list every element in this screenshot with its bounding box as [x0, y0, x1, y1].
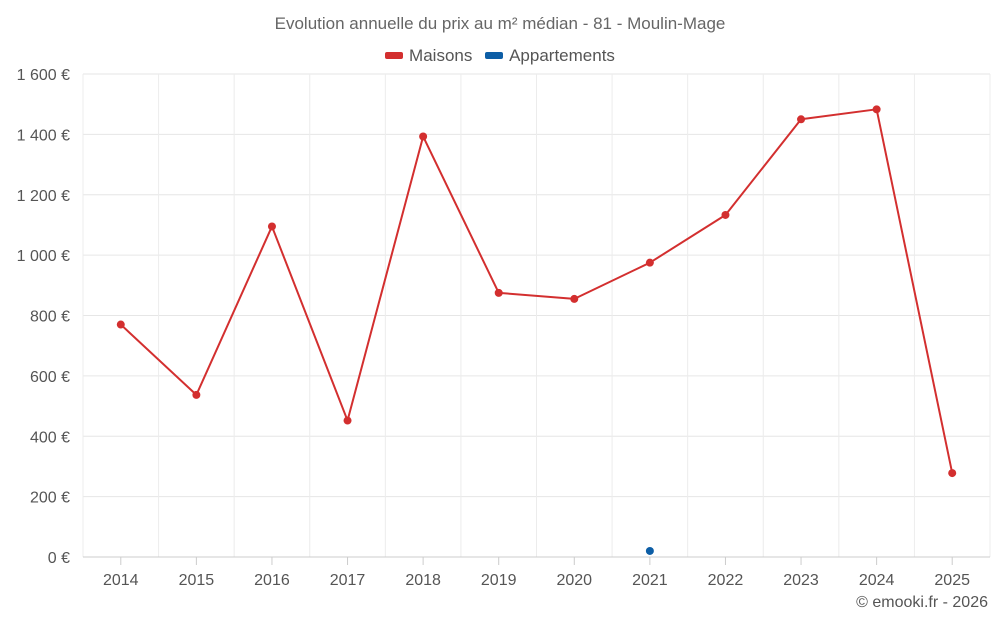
x-tick-label: 2017 [330, 572, 366, 589]
grid [82, 73, 991, 558]
data-point-maisons [570, 294, 579, 303]
data-point-maisons [419, 132, 428, 141]
x-tick-label: 2016 [254, 572, 290, 589]
x-tick-label: 2022 [708, 572, 744, 589]
data-point-maisons [645, 258, 654, 267]
x-tick-label: 2025 [934, 572, 970, 589]
y-tick-label: 1 600 € [17, 67, 70, 84]
copyright-footer: © emooki.fr - 2026 [856, 594, 988, 611]
legend-swatch-maisons [385, 52, 404, 59]
chart-title: Evolution annuelle du prix au m² médian … [274, 14, 726, 33]
x-tick-label: 2021 [632, 572, 668, 589]
series-line-maisons [120, 108, 954, 474]
y-tick-label: 1 200 € [17, 188, 70, 205]
data-point-maisons [116, 320, 125, 329]
x-tick-label: 2015 [179, 572, 215, 589]
axes: 0 € 200 € 400 € 600 € 800 € 1 000 € 1 200 € 1 4… [17, 67, 990, 589]
data-point-maisons [267, 222, 276, 231]
y-tick-label: 0 € [48, 550, 70, 567]
x-tick-label: 2023 [783, 572, 819, 589]
data-point-maisons [192, 390, 201, 399]
legend-item-maisons[interactable]: Maisons [385, 46, 472, 66]
data-point-maisons [872, 105, 881, 114]
x-tick-label: 2020 [556, 572, 592, 589]
y-tick-label: 600 € [30, 369, 70, 386]
y-tick-label: 200 € [30, 490, 70, 507]
legend-item-appartements[interactable]: Appartements [485, 46, 615, 66]
data-point-maisons [721, 210, 730, 219]
series [116, 105, 957, 555]
x-tick-label: 2019 [481, 572, 517, 589]
legend-swatch-appartements [485, 52, 504, 59]
data-point-maisons [494, 288, 503, 297]
x-tick-label: 2024 [859, 572, 895, 589]
data-point-maisons [948, 469, 957, 478]
y-tick-label: 1 400 € [17, 127, 70, 144]
y-tick-label: 400 € [30, 429, 70, 446]
data-point-appartements [645, 546, 654, 555]
data-point-maisons [343, 416, 352, 425]
x-tick-label: 2018 [405, 572, 441, 589]
legend: Maisons Appartements [0, 44, 1000, 66]
y-tick-label: 1 000 € [17, 248, 70, 265]
legend-label-maisons: Maisons [409, 45, 473, 65]
y-tick-label: 800 € [30, 309, 70, 326]
legend-label-appartements: Appartements [509, 45, 615, 65]
data-point-maisons [797, 115, 806, 124]
x-tick-label: 2014 [103, 572, 139, 589]
